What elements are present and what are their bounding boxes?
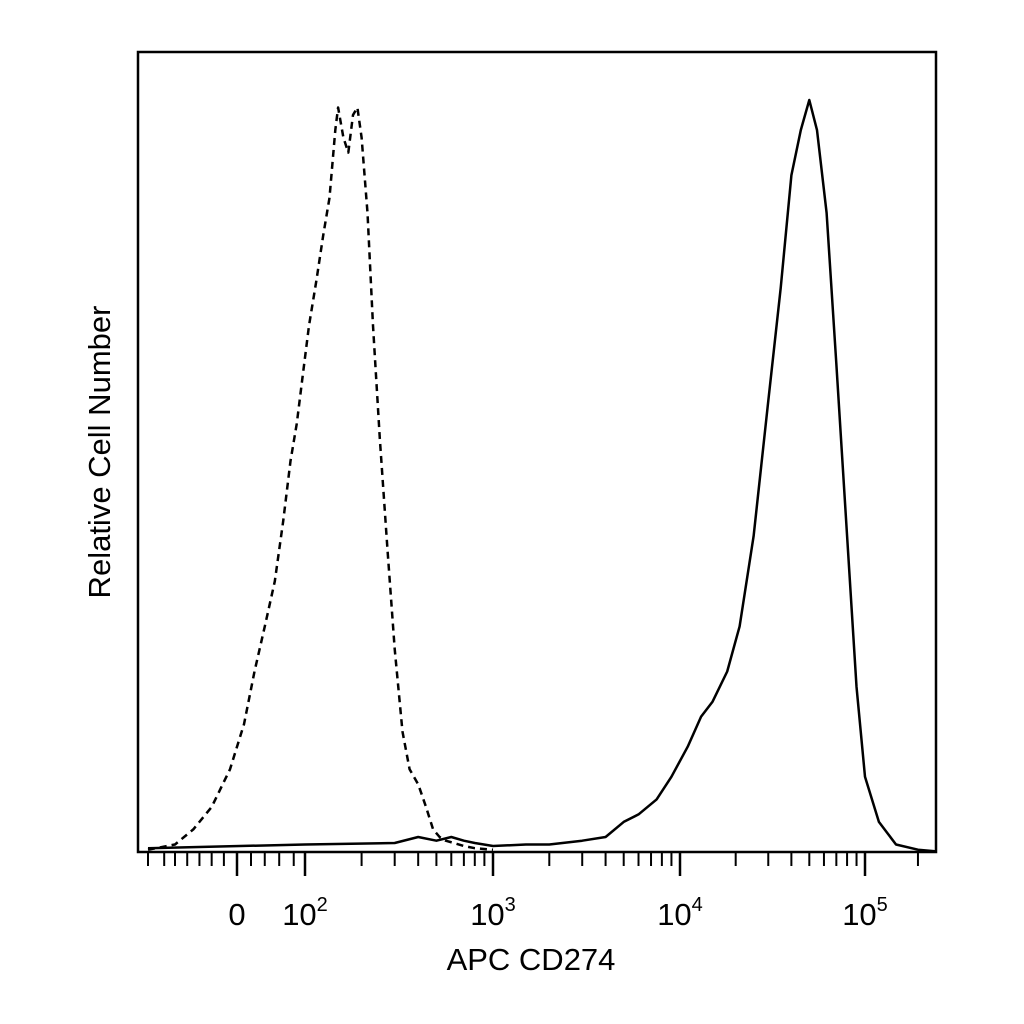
dashed-histogram-line — [147, 106, 494, 851]
x-axis-title: APC CD274 — [447, 942, 616, 977]
x-tick-label: 103 — [470, 894, 516, 932]
x-major-ticks — [235, 852, 867, 876]
y-axis-title: Relative Cell Number — [82, 306, 117, 599]
x-tick-label: 102 — [282, 894, 328, 932]
x-tick-label: 0 — [228, 897, 245, 932]
solid-histogram-line — [147, 98, 936, 853]
series-layer — [147, 98, 936, 853]
plot-frame — [136, 50, 938, 854]
x-tick-label: 104 — [657, 894, 703, 932]
x-tick-label: 105 — [842, 894, 888, 932]
x-minor-ticks — [147, 852, 919, 866]
x-tick-labels: 0 102 103 104 105 — [228, 894, 887, 932]
